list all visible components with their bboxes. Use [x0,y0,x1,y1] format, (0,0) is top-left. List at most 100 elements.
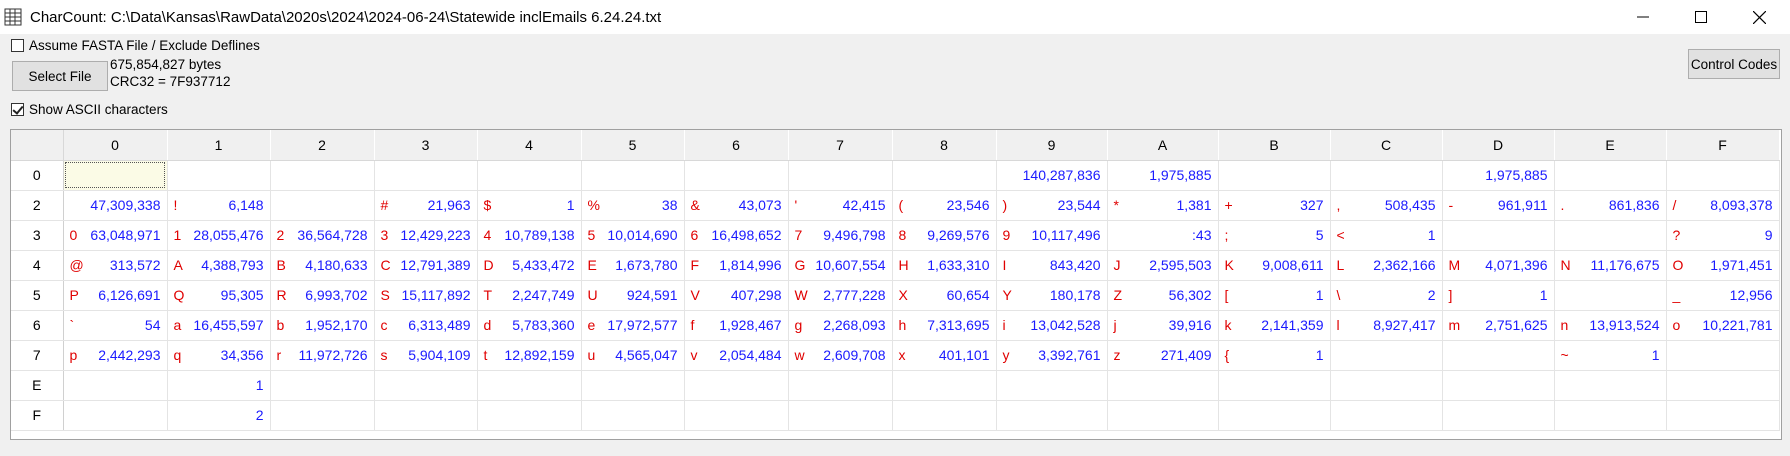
grid-cell[interactable]: 2 36,564,728 [270,220,375,251]
grid-cell[interactable]: ` 54 [63,310,168,341]
grid-cell[interactable] [374,370,478,401]
grid-cell[interactable] [1442,370,1555,401]
grid-cell[interactable] [374,160,478,191]
grid-cell[interactable]: F 1,814,996 [684,250,789,281]
grid-cell[interactable]: f 1,928,467 [684,310,789,341]
grid-cell[interactable] [1107,400,1219,431]
grid-cell[interactable]: {1 [1218,340,1331,371]
grid-cell[interactable]: * 1,381 [1107,190,1219,221]
grid-cell[interactable]: n 13,913,524 [1554,310,1667,341]
grid-cell[interactable]: . 861,836 [1554,190,1667,221]
grid-cell[interactable]: X 60,654 [892,280,997,311]
grid-cell[interactable] [477,370,582,401]
grid-cell[interactable]: 3 12,429,223 [374,220,478,251]
grid-cell[interactable]: Y 180,178 [996,280,1108,311]
grid-cell[interactable] [892,370,997,401]
grid-cell[interactable]: 1,975,885 [1107,160,1219,191]
grid-cell[interactable]: J 2,595,503 [1107,250,1219,281]
grid-cell[interactable] [1554,280,1667,311]
grid-cell[interactable]: 1,975,885 [1442,160,1555,191]
grid-cell[interactable]: r 11,972,726 [270,340,375,371]
grid-cell[interactable] [270,190,375,221]
grid-cell[interactable]: e 17,972,577 [581,310,685,341]
grid-cell[interactable]: L 2,362,166 [1330,250,1443,281]
close-button[interactable] [1730,0,1788,34]
grid-cell[interactable]: ) 23,544 [996,190,1108,221]
show-ascii-checkbox[interactable] [11,103,24,116]
grid-cell[interactable]: ; 5 [1218,220,1331,251]
grid-cell[interactable] [1554,370,1667,401]
grid-cell[interactable]: 6 16,498,652 [684,220,789,251]
grid-cell[interactable]: G 10,607,554 [788,250,893,281]
grid-cell[interactable]: E 1,673,780 [581,250,685,281]
show-ascii-checkbox-row[interactable]: Show ASCII characters [11,102,168,117]
grid-cell[interactable]: 4 10,789,138 [477,220,582,251]
maximize-button[interactable] [1672,0,1730,34]
grid-cell[interactable] [892,400,997,431]
grid-cell[interactable] [63,160,168,191]
grid-cell[interactable]: B 4,180,633 [270,250,375,281]
grid-cell[interactable] [1330,400,1443,431]
grid-cell[interactable]: R 6,993,702 [270,280,375,311]
grid-cell[interactable] [270,160,375,191]
grid-cell[interactable]: & 43,073 [684,190,789,221]
grid-cell[interactable]: ? 9 [1666,220,1780,251]
grid-cell[interactable]: U 924,591 [581,280,685,311]
fasta-checkbox-row[interactable]: Assume FASTA File / Exclude Deflines [11,38,260,53]
grid-cell[interactable]: <1 [1330,220,1443,251]
grid-cell[interactable]: % 38 [581,190,685,221]
grid-cell[interactable] [1442,400,1555,431]
grid-cell[interactable]: g 2,268,093 [788,310,893,341]
grid-cell[interactable] [1442,340,1555,371]
grid-cell[interactable]: q 34,356 [167,340,271,371]
grid-cell[interactable] [1107,370,1219,401]
grid-cell[interactable]: C 12,791,389 [374,250,478,281]
grid-cell[interactable]: P 6,126,691 [63,280,168,311]
grid-cell[interactable]: _ 12,956 [1666,280,1780,311]
grid-cell[interactable] [1330,160,1443,191]
grid-cell[interactable]: z 271,409 [1107,340,1219,371]
grid-cell[interactable]: 47,309,338 [63,190,168,221]
grid-cell[interactable]: (23,546 [892,190,997,221]
grid-cell[interactable]: , 508,435 [1330,190,1443,221]
grid-cell[interactable]: v 2,054,484 [684,340,789,371]
grid-cell[interactable]: w 2,609,708 [788,340,893,371]
grid-cell[interactable]: \ 2 [1330,280,1443,311]
grid-cell[interactable]: W 2,777,228 [788,280,893,311]
grid-cell[interactable] [1442,220,1555,251]
grid-cell[interactable]: 7 9,496,798 [788,220,893,251]
grid-cell[interactable]: K 9,008,611 [1218,250,1331,281]
grid-cell[interactable]: c 6,313,489 [374,310,478,341]
grid-cell[interactable]: h 7,313,695 [892,310,997,341]
grid-cell[interactable]: @313,572 [63,250,168,281]
grid-cell[interactable] [581,400,685,431]
grid-cell[interactable] [892,160,997,191]
grid-cell[interactable]: O 1,971,451 [1666,250,1780,281]
grid-cell[interactable] [684,370,789,401]
grid-cell[interactable]: d 5,783,360 [477,310,582,341]
grid-cell[interactable]: - 961,911 [1442,190,1555,221]
grid-cell[interactable]: A 4,388,793 [167,250,271,281]
grid-cell[interactable]: $1 [477,190,582,221]
grid-cell[interactable] [1554,160,1667,191]
grid-cell[interactable] [1554,220,1667,251]
grid-cell[interactable]: p 2,442,293 [63,340,168,371]
grid-cell[interactable]: k 2,141,359 [1218,310,1331,341]
grid-cell[interactable]: u 4,565,047 [581,340,685,371]
grid-cell[interactable] [477,160,582,191]
grid-cell[interactable]: T 2,247,749 [477,280,582,311]
grid-cell[interactable]: i 13,042,528 [996,310,1108,341]
grid-cell[interactable] [788,370,893,401]
grid-cell[interactable]: a 16,455,597 [167,310,271,341]
grid-cell[interactable]: 2 [167,400,271,431]
grid-cell[interactable] [270,400,375,431]
grid-cell[interactable]: H 1,633,310 [892,250,997,281]
grid-cell[interactable]: Z 56,302 [1107,280,1219,311]
grid-cell[interactable] [1330,340,1443,371]
grid-cell[interactable]: 0 63,048,971 [63,220,168,251]
grid-cell[interactable] [1666,400,1780,431]
grid-cell[interactable]: m 2,751,625 [1442,310,1555,341]
fasta-checkbox[interactable] [11,39,24,52]
grid-cell[interactable]: 1 [167,370,271,401]
